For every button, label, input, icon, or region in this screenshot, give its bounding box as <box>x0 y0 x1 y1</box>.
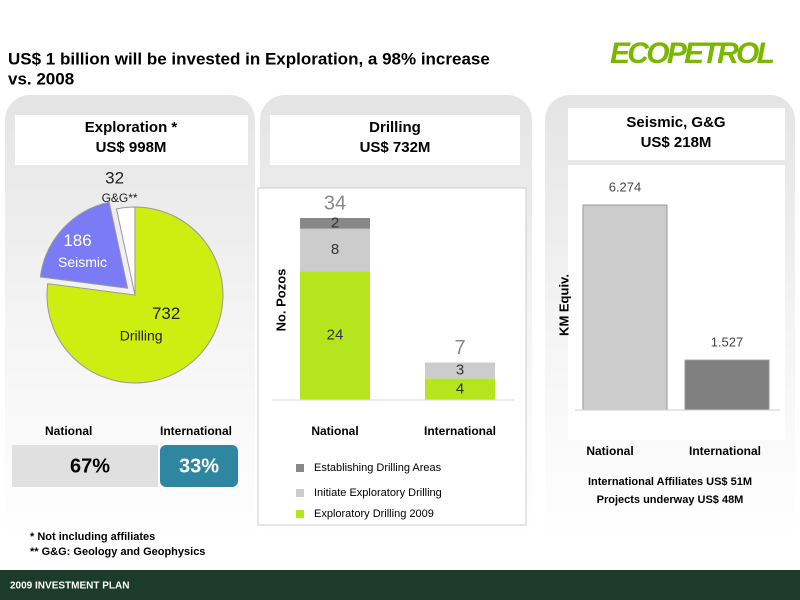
footnote: ** G&G: Geology and Geophysics <box>30 546 205 558</box>
note: International Affiliates US$ 51M <box>588 476 752 488</box>
note: Projects underway US$ 48M <box>597 494 744 506</box>
legend-label: Initiate Exploratory Drilling <box>314 487 442 499</box>
pie-value: 32 <box>105 168 124 187</box>
pie-value: 732 <box>152 304 180 323</box>
x-tick-label: National <box>586 444 633 458</box>
chart-box <box>257 187 527 526</box>
footer-band <box>0 570 800 600</box>
legend-swatch <box>296 510 304 518</box>
panel-heading: Seismic, G&G <box>626 114 725 131</box>
footnote: * Not including affiliates <box>30 531 155 543</box>
panel-header <box>15 115 248 165</box>
total-label: 7 <box>454 337 465 359</box>
pie-value: 186 <box>63 231 91 250</box>
pie-label: Drilling <box>120 327 163 343</box>
pie-label: G&G** <box>102 191 138 205</box>
y-axis-label: KM Equiv. <box>556 274 571 336</box>
bar <box>582 204 668 411</box>
segment-label: 4 <box>456 380 464 397</box>
panel-heading: Exploration * <box>85 119 178 136</box>
legend-label: Exploratory Drilling 2009 <box>314 508 434 520</box>
legend-swatch <box>296 464 304 472</box>
x-tick-label: National <box>311 424 358 438</box>
panel-amount: US$ 732M <box>360 139 431 156</box>
legend-swatch <box>296 489 304 497</box>
pie-slice <box>115 206 136 296</box>
split-label: International <box>160 424 232 438</box>
slide-title-2: vs. 2008 <box>8 69 74 88</box>
panel-heading: Drilling <box>369 119 421 136</box>
pie-slice <box>39 201 129 289</box>
panel-header <box>270 115 520 165</box>
split-value: 67% <box>70 455 110 477</box>
split-box <box>12 445 158 487</box>
panel-header <box>568 108 785 160</box>
bar-segment <box>300 228 370 272</box>
segment-label: 2 <box>331 214 339 231</box>
split-value: 33% <box>179 455 219 477</box>
bar <box>684 359 770 411</box>
x-tick-label: International <box>689 444 761 458</box>
value-label: 1.527 <box>711 335 744 350</box>
pie-label: Seismic <box>58 254 107 270</box>
bar-segment <box>300 218 370 229</box>
total-label: 34 <box>324 192 346 214</box>
value-label: 6.274 <box>609 179 642 194</box>
panel-amount: US$ 218M <box>641 134 712 151</box>
bar-segment <box>300 271 370 400</box>
logo: ECOPETROL <box>610 37 775 70</box>
legend-label: Establishing Drilling Areas <box>314 462 442 474</box>
segment-label: 3 <box>456 362 464 379</box>
y-axis-label: No. Pozos <box>273 269 288 332</box>
x-tick-label: International <box>424 424 496 438</box>
bar-segment <box>425 362 495 379</box>
split-box <box>160 445 238 487</box>
split-label: National <box>45 424 92 438</box>
slide-title-1: US$ 1 billion will be invested in Explor… <box>8 49 490 68</box>
segment-label: 8 <box>331 241 339 258</box>
segment-label: 24 <box>327 327 344 344</box>
bar-segment <box>425 378 495 400</box>
panel-amount: US$ 998M <box>96 139 167 156</box>
footer: 2009 INVESTMENT PLAN <box>10 581 129 592</box>
